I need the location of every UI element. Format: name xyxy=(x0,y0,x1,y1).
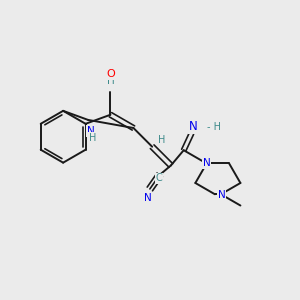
Text: N: N xyxy=(203,158,211,168)
Text: N: N xyxy=(218,190,225,200)
Text: H: H xyxy=(158,135,165,145)
Text: C: C xyxy=(156,173,163,183)
Text: H: H xyxy=(89,133,96,143)
Text: O: O xyxy=(107,69,116,79)
Text: N: N xyxy=(189,120,197,134)
Text: - H: - H xyxy=(207,122,221,132)
Text: H: H xyxy=(107,76,115,86)
Text: N: N xyxy=(86,126,94,136)
Text: N: N xyxy=(144,194,152,203)
